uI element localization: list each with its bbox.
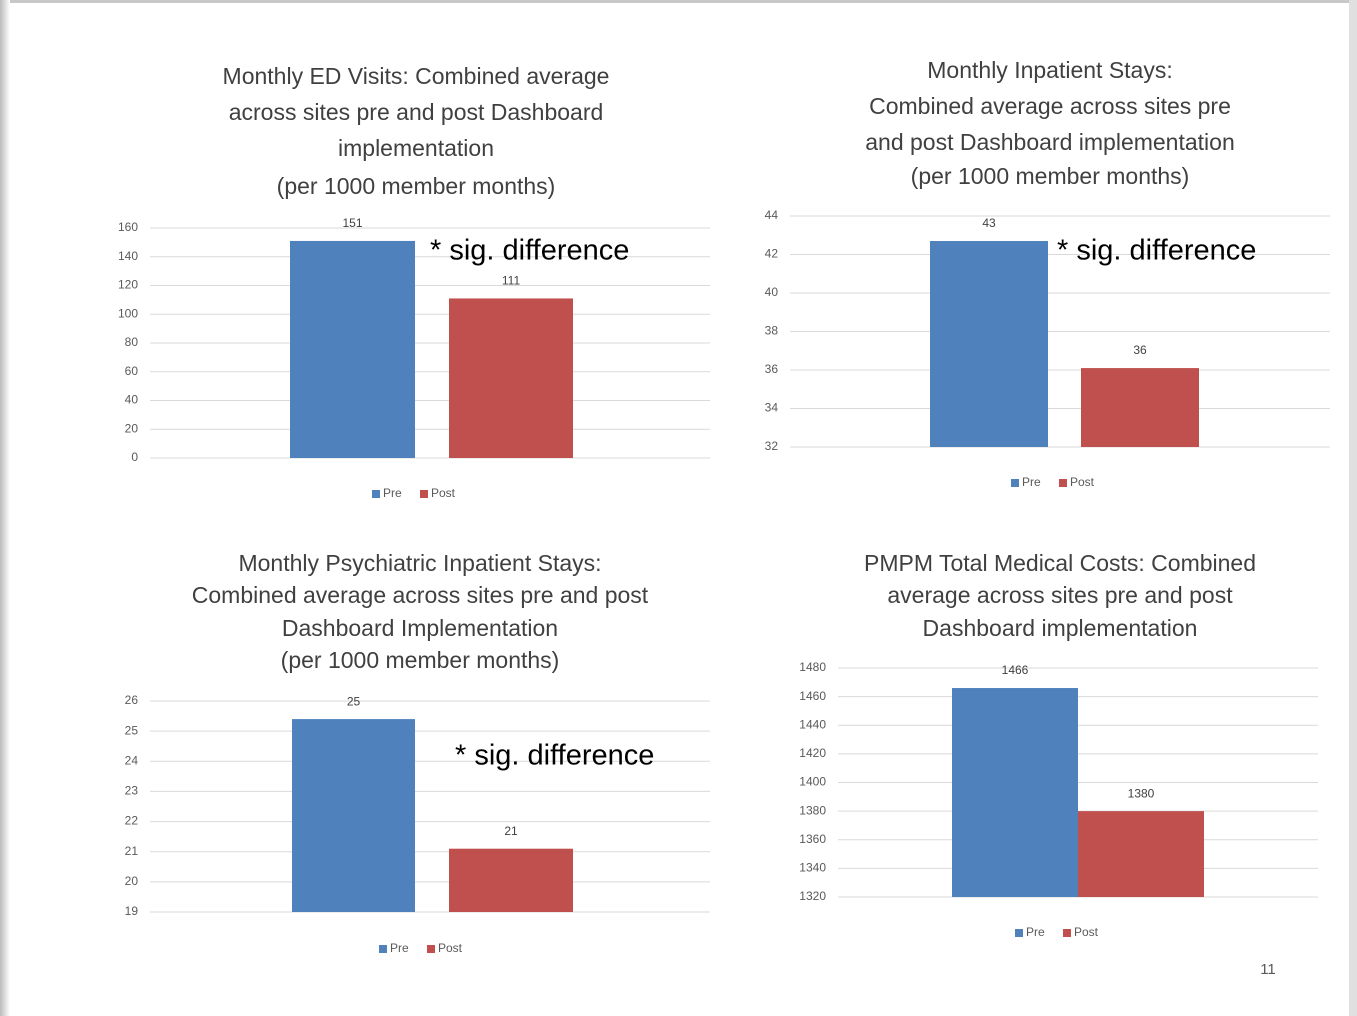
data-label: 151	[342, 216, 362, 230]
bar	[292, 719, 415, 912]
y-tick-label: 23	[125, 784, 139, 798]
y-tick-label: 44	[765, 208, 779, 222]
legend-swatch	[1063, 929, 1071, 937]
slide-edge	[1349, 0, 1357, 1016]
annotation: * sig. difference	[430, 235, 629, 267]
y-tick-label: 0	[131, 450, 138, 464]
chart-title: Monthly Inpatient Stays:	[927, 57, 1172, 83]
bar	[1081, 368, 1199, 447]
y-tick-label: 1400	[799, 775, 826, 789]
chart-title: implementation	[338, 135, 494, 161]
y-tick-label: 20	[125, 421, 139, 435]
chart-title: average across sites pre and post	[887, 582, 1233, 608]
chart-title: (per 1000 member months)	[281, 647, 560, 673]
data-label: 25	[347, 694, 361, 708]
y-tick-label: 25	[125, 723, 139, 737]
legend-label: Post	[1070, 475, 1095, 489]
y-tick-label: 24	[125, 753, 139, 767]
data-label: 1466	[1002, 663, 1029, 677]
y-tick-label: 42	[765, 247, 779, 261]
legend-label: Pre	[383, 486, 402, 500]
chart-title: Monthly Psychiatric Inpatient Stays:	[238, 550, 601, 576]
chart-title: Monthly ED Visits: Combined average	[223, 63, 610, 89]
bar	[1078, 811, 1204, 897]
bar	[449, 848, 573, 912]
chart-title: Dashboard implementation	[923, 615, 1198, 641]
legend-label: Pre	[390, 941, 409, 955]
y-tick-label: 1420	[799, 746, 826, 760]
y-tick-label: 120	[118, 278, 138, 292]
annotation: * sig. difference	[1057, 235, 1256, 267]
legend-swatch	[1015, 929, 1023, 937]
legend-label: Post	[438, 941, 463, 955]
legend-swatch	[427, 945, 435, 953]
chart-title: Combined average across sites pre	[869, 93, 1231, 119]
chart-title: (per 1000 member months)	[911, 163, 1190, 189]
y-tick-label: 34	[765, 401, 779, 415]
y-tick-label: 1480	[799, 660, 826, 674]
bar	[449, 298, 573, 458]
data-label: 36	[1133, 343, 1147, 357]
slide-edge	[0, 0, 10, 1016]
y-tick-label: 1340	[799, 861, 826, 875]
y-tick-label: 40	[125, 393, 139, 407]
legend-label: Post	[1074, 925, 1099, 939]
bar	[952, 688, 1078, 897]
chart-title: PMPM Total Medical Costs: Combined	[864, 550, 1256, 576]
y-tick-label: 100	[118, 306, 138, 320]
page-number: 11	[1260, 961, 1276, 978]
y-tick-label: 26	[125, 693, 139, 707]
chart-title: and post Dashboard implementation	[865, 129, 1235, 155]
y-tick-label: 1360	[799, 832, 826, 846]
legend-label: Post	[431, 486, 456, 500]
y-tick-label: 140	[118, 249, 138, 263]
y-tick-label: 80	[125, 335, 139, 349]
legend-swatch	[1059, 479, 1067, 487]
legend-label: Pre	[1022, 475, 1041, 489]
chart-title: across sites pre and post Dashboard	[229, 99, 604, 125]
legend-swatch	[379, 945, 387, 953]
y-tick-label: 40	[765, 285, 779, 299]
y-tick-label: 1320	[799, 889, 826, 903]
legend-swatch	[372, 490, 380, 498]
data-label: 111	[502, 274, 521, 288]
y-tick-label: 19	[125, 904, 139, 918]
slide-edge	[0, 0, 1357, 3]
y-tick-label: 1380	[799, 803, 826, 817]
y-tick-label: 22	[125, 814, 139, 828]
y-tick-label: 1460	[799, 689, 826, 703]
data-label: 1380	[1128, 786, 1155, 800]
y-tick-label: 160	[118, 220, 138, 234]
y-tick-label: 21	[125, 844, 139, 858]
annotation: * sig. difference	[455, 740, 654, 772]
bar	[290, 240, 415, 458]
y-tick-label: 36	[765, 362, 779, 376]
y-tick-label: 1440	[799, 717, 826, 731]
legend-label: Pre	[1026, 925, 1045, 939]
legend-swatch	[1011, 479, 1019, 487]
data-label: 21	[504, 824, 518, 838]
y-tick-label: 38	[765, 324, 779, 338]
data-label: 43	[982, 216, 996, 230]
y-tick-label: 60	[125, 364, 139, 378]
chart-title: Combined average across sites pre and po…	[192, 582, 649, 608]
legend-swatch	[420, 490, 428, 498]
chart-title: Dashboard Implementation	[282, 615, 558, 641]
y-tick-label: 32	[765, 439, 779, 453]
y-tick-label: 20	[125, 874, 139, 888]
chart-title: (per 1000 member months)	[277, 173, 556, 199]
bar	[930, 241, 1048, 447]
